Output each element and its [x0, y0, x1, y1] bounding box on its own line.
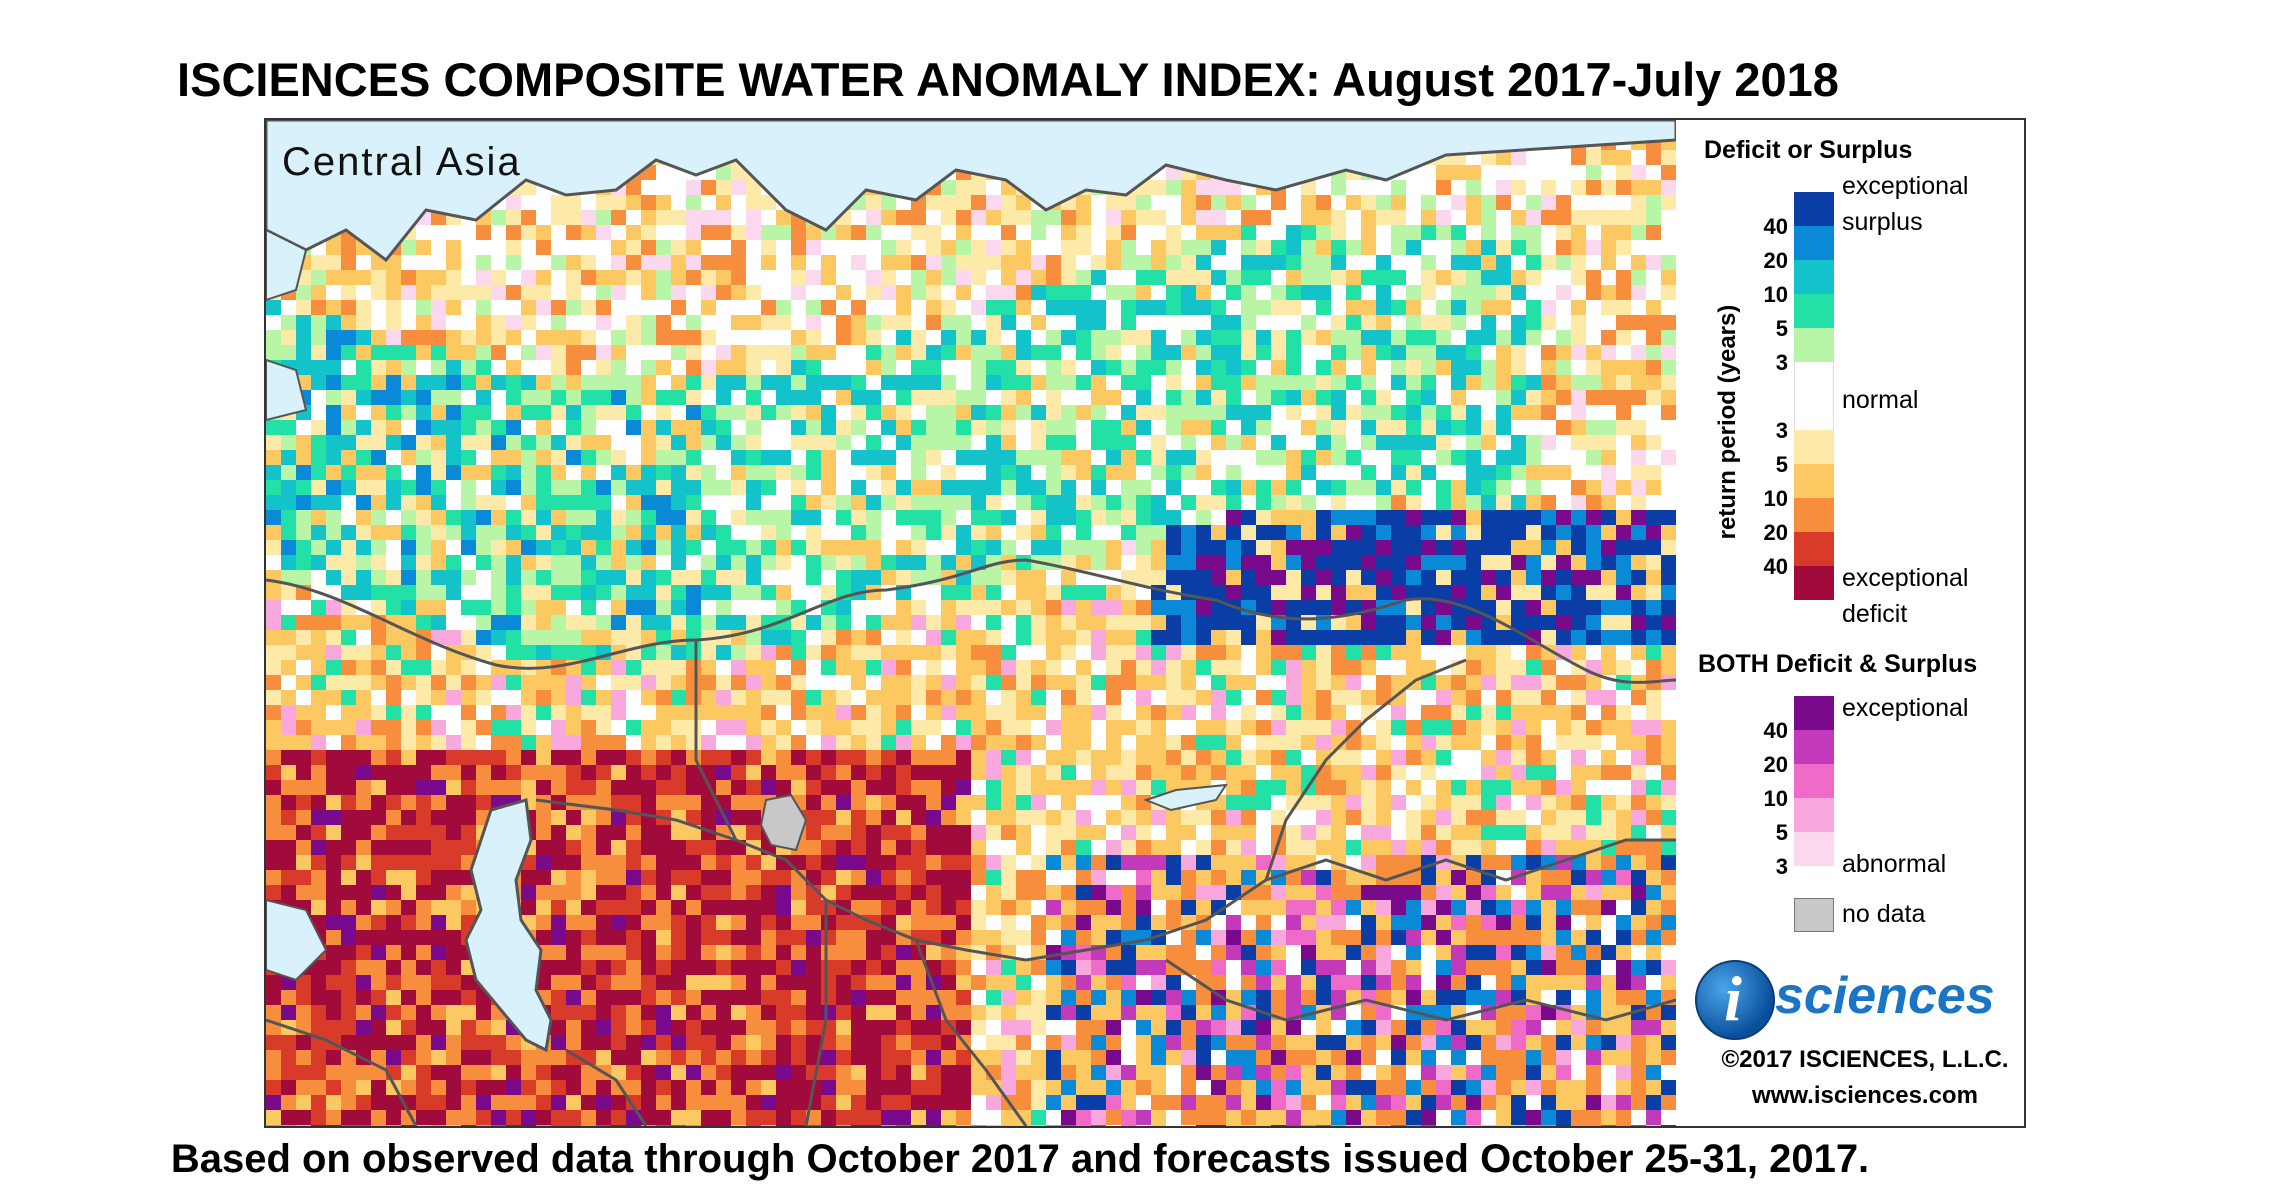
arctic-sea	[266, 120, 1676, 263]
legend-exceptional-surplus-2: surplus	[1842, 208, 1923, 236]
legend-both-swatch	[1794, 832, 1834, 866]
legend-heading-both: BOTH Deficit & Surplus	[1698, 650, 1978, 678]
legend-deficit-swatch	[1794, 464, 1834, 498]
legend: Deficit or Surplus return period (years)…	[1690, 130, 2020, 1120]
legend-no-data-swatch	[1794, 898, 1834, 932]
legend-surplus-swatch	[1794, 260, 1834, 294]
legend-normal: normal	[1842, 386, 1919, 414]
legend-deficit-swatch	[1794, 532, 1834, 566]
legend-both-tick: 20	[1763, 752, 1788, 777]
logo-globe-icon	[1695, 960, 1775, 1040]
gulf-water	[266, 228, 308, 302]
balkhash-lake	[1143, 783, 1229, 812]
legend-both-tick: 40	[1763, 718, 1788, 743]
legend-deficit-tick: 40	[1763, 554, 1788, 579]
legend-surplus-swatch	[1794, 192, 1834, 226]
map-title: ISCIENCES COMPOSITE WATER ANOMALY INDEX:…	[177, 53, 1839, 106]
legend-exceptional-deficit-1: exceptional	[1842, 564, 1969, 592]
west-water	[266, 358, 308, 422]
legend-no-data-label: no data	[1842, 900, 1926, 928]
legend-exceptional-surplus-1: exceptional	[1842, 172, 1969, 200]
legend-deficit-swatch	[1794, 498, 1834, 532]
legend-exceptional-deficit-2: deficit	[1842, 600, 1908, 628]
legend-both-swatch	[1794, 696, 1834, 730]
country-borders	[266, 558, 1676, 1126]
black-sea-edge	[266, 898, 328, 982]
legend-deficit-swatch	[1794, 566, 1834, 600]
logo-wordmark: sciences	[1775, 967, 1995, 1025]
region-label: Central Asia	[282, 140, 522, 184]
legend-surplus-tick: 5	[1775, 316, 1788, 341]
legend-heading-deficit-surplus: Deficit or Surplus	[1704, 136, 1913, 164]
legend-both-abnormal: abnormal	[1842, 850, 1947, 878]
caspian-sea	[464, 798, 553, 1053]
anomaly-map	[266, 120, 1676, 1126]
legend-surplus-swatch	[1794, 328, 1834, 362]
legend-surplus-swatch	[1794, 294, 1834, 328]
legend-both-swatch	[1794, 730, 1834, 764]
copyright: ©2017 ISCIENCES, L.L.C.	[1721, 1046, 2009, 1073]
legend-surplus-tick: 40	[1763, 214, 1788, 239]
legend-surplus-swatch	[1794, 226, 1834, 260]
legend-both-exceptional: exceptional	[1842, 694, 1969, 722]
legend-deficit-tick: 3	[1775, 418, 1788, 443]
legend-surplus-tick: 10	[1763, 282, 1788, 307]
aral-sea	[759, 793, 808, 852]
legend-deficit-tick: 10	[1763, 486, 1788, 511]
legend-both-swatch	[1794, 764, 1834, 798]
legend-surplus-tick: 20	[1763, 248, 1788, 273]
isciences-logo: i sciences	[1695, 960, 2025, 1040]
legend-surplus-tick: 3	[1775, 350, 1788, 375]
legend-deficit-tick: 5	[1775, 452, 1788, 477]
legend-both-tick: 3	[1775, 854, 1788, 879]
legend-deficit-swatch	[1794, 430, 1834, 464]
logo-letter: i	[1724, 963, 1742, 1034]
legend-both-swatch	[1794, 798, 1834, 832]
website: www.isciences.com	[1752, 1082, 1978, 1109]
legend-both-tick: 10	[1763, 786, 1788, 811]
legend-both-tick: 5	[1775, 820, 1788, 845]
legend-normal-swatch	[1794, 362, 1834, 430]
footer-note: Based on observed data through October 2…	[170, 1137, 1870, 1181]
legend-deficit-tick: 20	[1763, 520, 1788, 545]
